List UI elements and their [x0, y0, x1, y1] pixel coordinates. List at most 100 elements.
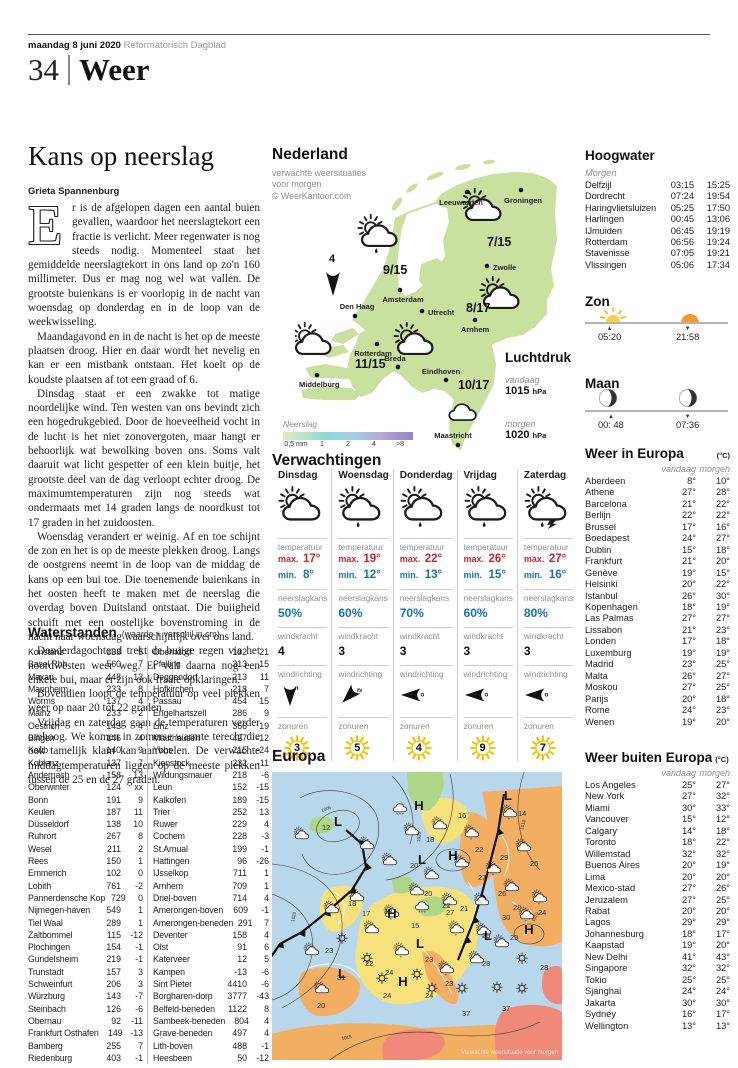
water-level: 12	[237, 954, 247, 965]
min-temp-value: 15°	[488, 569, 506, 581]
temp-tomorrow: 20°	[715, 940, 730, 951]
station-name: IJmuiden	[585, 225, 622, 236]
level-change: 1	[138, 917, 143, 928]
gauge-name: Basel Rhh	[28, 659, 68, 670]
gauge-name: Obernau	[28, 1015, 62, 1026]
level-change: -12	[256, 1052, 269, 1063]
temp-label: 23	[445, 979, 453, 988]
forecast-grid: Dinsdag temperatuur max. 17° min. 8° nee…	[272, 470, 574, 761]
gauge-name: Kaub	[28, 745, 48, 756]
weather-icon	[464, 485, 513, 535]
max-label: max.	[463, 554, 485, 564]
level-change: 1	[138, 905, 143, 916]
city-name: Lagos	[585, 917, 611, 928]
moonrise-icon	[598, 388, 618, 413]
city-name: Calgary	[585, 825, 618, 836]
water-level: 126	[106, 1003, 121, 1014]
min-temp-row: min. 16°	[524, 569, 573, 585]
masthead-rule	[28, 34, 710, 35]
level-change: 0	[138, 868, 143, 879]
temp-label: 28	[513, 903, 521, 912]
gauge-name: Oberndorf	[153, 647, 192, 657]
water-level: 187	[106, 806, 121, 817]
legend-tick: 4	[372, 441, 376, 448]
precip-chance-label: neerslagkans	[463, 589, 513, 604]
legend-title: Neerslag	[283, 419, 318, 429]
legend-ticks: 0,5 mm 1 2 4 >8	[283, 441, 413, 448]
table-row: Bingen 146 4	[28, 732, 143, 744]
water-level: 709	[232, 880, 247, 891]
water-level: 233	[106, 708, 121, 719]
sun-hours-badge: 3	[284, 735, 310, 761]
station-name: Harlingen	[585, 214, 624, 225]
hpa-unit: hPa	[532, 387, 547, 396]
table-row: Leun 152 -15	[153, 781, 269, 793]
level-change: 7	[138, 659, 143, 670]
water-level: 488	[232, 1040, 247, 1051]
temp-tomorrow: 18°	[715, 544, 730, 555]
gauge-name: Amerongen-beneden	[153, 917, 234, 928]
luchtdruk-title: Luchtdruk	[505, 350, 571, 365]
city-name: Dublin	[585, 544, 612, 555]
table-row: Lissabon 21° 23°	[585, 625, 730, 636]
table-row: Arnhem 709 1	[153, 880, 269, 892]
water-level: 215	[232, 745, 247, 756]
gauge-name: Mainz	[28, 708, 51, 719]
table-row: Willemstad 32° 32°	[585, 849, 730, 860]
table-row: Lobith 761 -2	[28, 880, 143, 892]
forecast-day: Zaterdag temperatuur max. 27° min. 16° n…	[516, 470, 577, 761]
moonset-icon	[678, 388, 698, 413]
verwachtingen-title: Verwachtingen	[272, 452, 382, 469]
temp-label: 25	[482, 931, 490, 940]
luchtdruk-tomorrow-value: 1020 hPa	[505, 429, 547, 441]
level-change: -6	[261, 769, 269, 780]
gauge-name: Plochingen	[28, 942, 71, 953]
wind-force-value: 3	[523, 644, 531, 658]
water-level: 454	[232, 696, 247, 707]
weer-europa-header: Weer in Europa (°C)	[585, 446, 730, 461]
table-row: Kaapstad 19° 20°	[585, 940, 730, 951]
temp-label: 12	[322, 823, 330, 832]
min-temp-value: 16°	[548, 569, 567, 581]
water-level: 366	[232, 720, 247, 731]
precip-chance-label: neerslagkans	[338, 589, 389, 604]
table-row: Wenen 19° 20°	[585, 717, 730, 728]
water-level: 92	[111, 1015, 121, 1026]
city-name: Parijs	[585, 693, 609, 704]
temp-label: 17	[362, 909, 370, 918]
table-row: Amerongen-beneden 291 7	[153, 917, 269, 929]
table-row: Gundelsheim 219 -1	[28, 953, 143, 965]
city-name: Miami	[585, 802, 610, 813]
level-change: -11	[130, 1015, 143, 1026]
temp-today: 27°	[681, 883, 696, 894]
gauge-name: Würzburg	[28, 991, 65, 1002]
temp-today: 30°	[681, 802, 696, 813]
table-row: Stavenisse 07:05 19:21	[585, 248, 730, 259]
article-author: Grieta Spannenburg	[28, 186, 120, 197]
table-row: Nijmegen-haven 549 1	[28, 904, 143, 916]
max-temp-row: max. 22°	[400, 553, 453, 569]
gauge-name: Heesbeen	[153, 1052, 192, 1063]
level-change: 8	[138, 683, 143, 694]
level-change: 13	[259, 806, 269, 817]
city-name: Frankfurt	[585, 556, 623, 567]
temp-tomorrow: 25°	[715, 682, 730, 693]
city-name: Buenos Aires	[585, 860, 640, 871]
gauge-name: Wesel	[28, 843, 52, 854]
table-row: Wellington 13° 13°	[585, 1021, 730, 1032]
city-label: Maastricht	[434, 431, 472, 440]
down-triangle-icon: ▼	[684, 414, 691, 420]
min-temp-row: min. 12°	[338, 569, 388, 585]
table-row: Istanbul 26° 30°	[585, 591, 730, 602]
city-name: Sjanghai	[585, 986, 622, 997]
pressure-center-label: L	[504, 788, 512, 803]
table-row: Deggendorf 213 11	[153, 671, 269, 683]
wind-direction-label: windrichting	[338, 665, 389, 680]
max-temp-row: max. 17°	[278, 553, 327, 569]
city-name: Rabat	[585, 905, 610, 916]
legend-tick: 2	[346, 441, 350, 448]
high-tide-2: 13:06	[706, 214, 730, 225]
temp-label: 37	[462, 1009, 470, 1018]
temp-today: 24°	[681, 986, 696, 997]
